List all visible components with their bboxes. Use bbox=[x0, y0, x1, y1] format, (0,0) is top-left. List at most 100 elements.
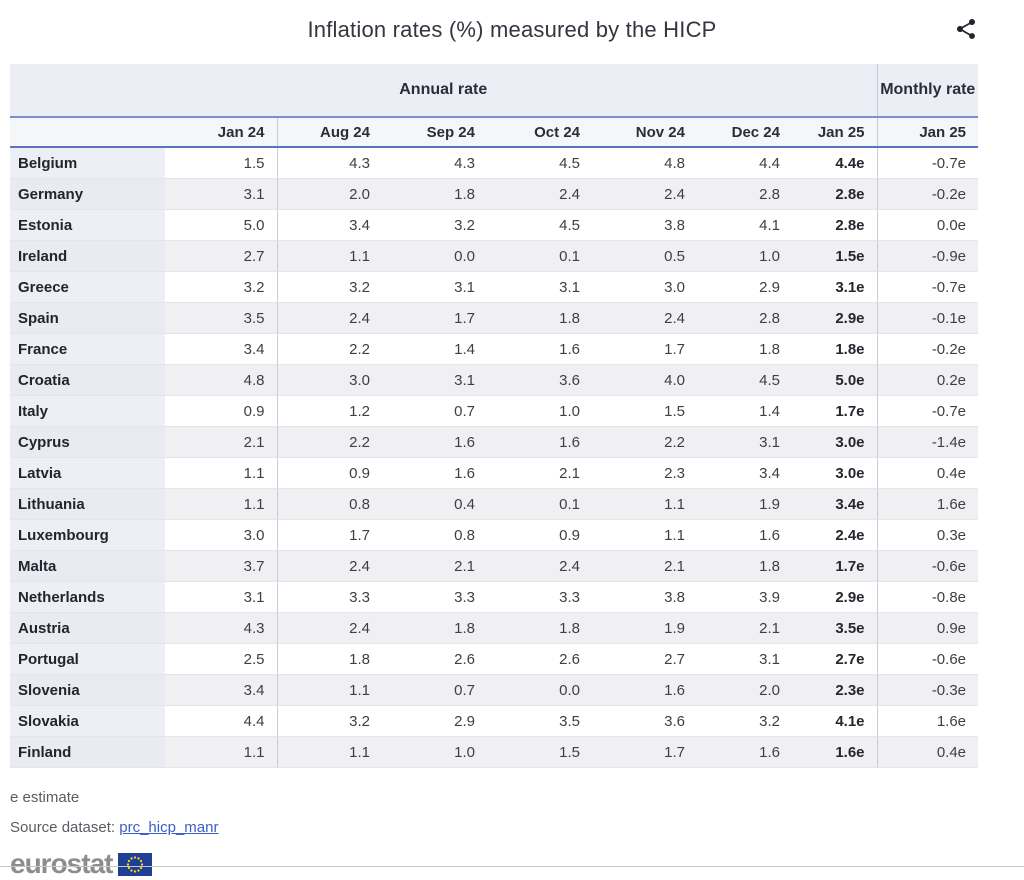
annual-value-cell: 1.1 bbox=[277, 736, 382, 768]
table-row: Ireland 2.7 1.1 0.0 0.1 0.5 1.0 1.5e -0.9e bbox=[10, 240, 979, 272]
annual-value-cell: 1.1 bbox=[277, 674, 382, 706]
annual-value-cell: 2.6 bbox=[382, 643, 487, 675]
annual-rate-header: Annual rate bbox=[10, 64, 878, 117]
annual-value-cell: 2.8 bbox=[697, 302, 792, 334]
annual-value-cell: 2.1 bbox=[592, 550, 697, 582]
table-row: Malta 3.7 2.4 2.1 2.4 2.1 1.8 1.7e -0.6e bbox=[10, 550, 979, 582]
share-icon bbox=[957, 19, 975, 39]
monthly-value-cell: -0.7e bbox=[876, 147, 979, 179]
month-header-row: Jan 24 Aug 24 Sep 24 Oct 24 Nov 24 Dec 2… bbox=[10, 116, 979, 148]
annual-value-cell: 5.0e bbox=[792, 364, 878, 396]
annual-value-cell: 1.1 bbox=[592, 519, 697, 551]
monthly-value-cell: -0.7e bbox=[876, 395, 979, 427]
table-row: Luxembourg 3.0 1.7 0.8 0.9 1.1 1.6 2.4e 0.3e bbox=[10, 519, 979, 551]
monthly-value-cell: -0.2e bbox=[876, 333, 979, 365]
monthly-column-header: Jan 25 bbox=[876, 116, 979, 148]
table-row: Croatia 4.8 3.0 3.1 3.6 4.0 4.5 5.0e 0.2e bbox=[10, 364, 979, 396]
annual-value-cell: 2.0 bbox=[277, 178, 382, 210]
annual-value-cell: 2.8e bbox=[792, 209, 878, 241]
eurostat-logo-text: eurostat bbox=[10, 848, 113, 879]
month-column-header: Dec 24 bbox=[697, 116, 792, 148]
annual-value-cell: 1.4 bbox=[382, 333, 487, 365]
annual-value-cell: 3.1 bbox=[382, 271, 487, 303]
annual-value-cell: 2.1 bbox=[165, 426, 278, 458]
annual-value-cell: 3.4e bbox=[792, 488, 878, 520]
annual-value-cell: 3.2 bbox=[165, 271, 278, 303]
country-cell: Lithuania bbox=[10, 488, 165, 520]
annual-value-cell: 2.1 bbox=[487, 457, 592, 489]
month-column-header: Oct 24 bbox=[487, 116, 592, 148]
annual-value-cell: 4.8 bbox=[592, 147, 697, 179]
monthly-value-cell: -0.8e bbox=[876, 581, 979, 613]
annual-value-cell: 2.2 bbox=[592, 426, 697, 458]
estimate-note: e estimate bbox=[10, 789, 80, 806]
monthly-value-cell: -1.4e bbox=[876, 426, 979, 458]
annual-value-cell: 3.9 bbox=[697, 581, 792, 613]
annual-value-cell: 2.7 bbox=[592, 643, 697, 675]
table-row: Greece 3.2 3.2 3.1 3.1 3.0 2.9 3.1e -0.7e bbox=[10, 271, 979, 303]
monthly-value-cell: 0.9e bbox=[876, 612, 979, 644]
annual-value-cell: 0.4 bbox=[382, 488, 487, 520]
country-cell: Italy bbox=[10, 395, 165, 427]
annual-value-cell: 1.1 bbox=[165, 736, 278, 768]
annual-value-cell: 3.0 bbox=[277, 364, 382, 396]
country-cell: Ireland bbox=[10, 240, 165, 272]
country-cell: Luxembourg bbox=[10, 519, 165, 551]
annual-value-cell: 3.1 bbox=[697, 643, 792, 675]
annual-value-cell: 1.6 bbox=[382, 457, 487, 489]
annual-value-cell: 1.8 bbox=[487, 302, 592, 334]
annual-value-cell: 0.8 bbox=[382, 519, 487, 551]
annual-value-cell: 5.0 bbox=[165, 209, 278, 241]
annual-value-cell: 2.0 bbox=[697, 674, 792, 706]
table-row: France 3.4 2.2 1.4 1.6 1.7 1.8 1.8e -0.2e bbox=[10, 333, 979, 365]
annual-value-cell: 1.7 bbox=[592, 333, 697, 365]
annual-value-cell: 0.9 bbox=[487, 519, 592, 551]
annual-value-cell: 4.4 bbox=[697, 147, 792, 179]
annual-value-cell: 1.7 bbox=[277, 519, 382, 551]
table-row: Belgium 1.5 4.3 4.3 4.5 4.8 4.4 4.4e -0.7e bbox=[10, 147, 979, 179]
annual-value-cell: 1.7e bbox=[792, 550, 878, 582]
annual-value-cell: 3.1 bbox=[165, 178, 278, 210]
share-button[interactable] bbox=[950, 13, 982, 45]
annual-value-cell: 3.4 bbox=[697, 457, 792, 489]
monthly-value-cell: -0.9e bbox=[876, 240, 979, 272]
annual-value-cell: 0.9 bbox=[277, 457, 382, 489]
annual-value-cell: 3.5 bbox=[165, 302, 278, 334]
annual-value-cell: 1.8 bbox=[487, 612, 592, 644]
annual-value-cell: 3.1 bbox=[165, 581, 278, 613]
country-cell: Portugal bbox=[10, 643, 165, 675]
annual-value-cell: 2.4 bbox=[277, 302, 382, 334]
table-row: Italy 0.9 1.2 0.7 1.0 1.5 1.4 1.7e -0.7e bbox=[10, 395, 979, 427]
annual-value-cell: 2.4 bbox=[487, 178, 592, 210]
annual-value-cell: 2.4 bbox=[592, 302, 697, 334]
monthly-value-cell: -0.7e bbox=[876, 271, 979, 303]
annual-value-cell: 3.4 bbox=[277, 209, 382, 241]
annual-value-cell: 2.1 bbox=[697, 612, 792, 644]
annual-value-cell: 4.5 bbox=[697, 364, 792, 396]
country-cell: France bbox=[10, 333, 165, 365]
annual-value-cell: 3.6 bbox=[487, 364, 592, 396]
annual-value-cell: 1.9 bbox=[592, 612, 697, 644]
table-row: Slovenia 3.4 1.1 0.7 0.0 1.6 2.0 2.3e -0.3e bbox=[10, 674, 979, 706]
annual-value-cell: 1.8 bbox=[697, 550, 792, 582]
annual-value-cell: 1.0 bbox=[697, 240, 792, 272]
corner-cell bbox=[10, 116, 165, 148]
eu-flag-icon bbox=[118, 852, 153, 876]
country-cell: Finland bbox=[10, 736, 165, 768]
annual-value-cell: 1.4 bbox=[697, 395, 792, 427]
annual-value-cell: 2.9e bbox=[792, 302, 878, 334]
annual-value-cell: 0.8 bbox=[277, 488, 382, 520]
annual-value-cell: 1.6 bbox=[697, 736, 792, 768]
annual-value-cell: 1.5e bbox=[792, 240, 878, 272]
annual-value-cell: 1.0 bbox=[487, 395, 592, 427]
eurostat-logo: eurostat bbox=[10, 848, 1024, 880]
monthly-value-cell: 1.6e bbox=[876, 705, 979, 737]
annual-value-cell: 1.8 bbox=[697, 333, 792, 365]
country-cell: Netherlands bbox=[10, 581, 165, 613]
annual-value-cell: 2.4e bbox=[792, 519, 878, 551]
source-dataset-link[interactable]: prc_hicp_manr bbox=[119, 819, 219, 836]
country-cell: Estonia bbox=[10, 209, 165, 241]
annual-value-cell: 3.4 bbox=[165, 333, 278, 365]
country-cell: Greece bbox=[10, 271, 165, 303]
annual-value-cell: 1.8e bbox=[792, 333, 878, 365]
